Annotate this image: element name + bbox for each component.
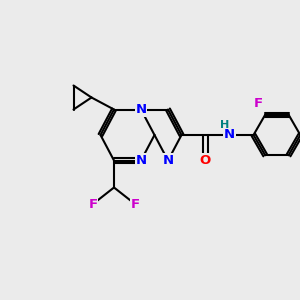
Text: F: F [254, 97, 263, 110]
Text: N: N [135, 103, 147, 116]
Text: O: O [200, 154, 211, 167]
Text: N: N [224, 128, 235, 142]
Text: F: F [130, 197, 140, 211]
Text: H: H [220, 120, 230, 130]
Text: F: F [88, 197, 98, 211]
Text: N: N [135, 154, 147, 167]
Text: N: N [162, 154, 174, 167]
